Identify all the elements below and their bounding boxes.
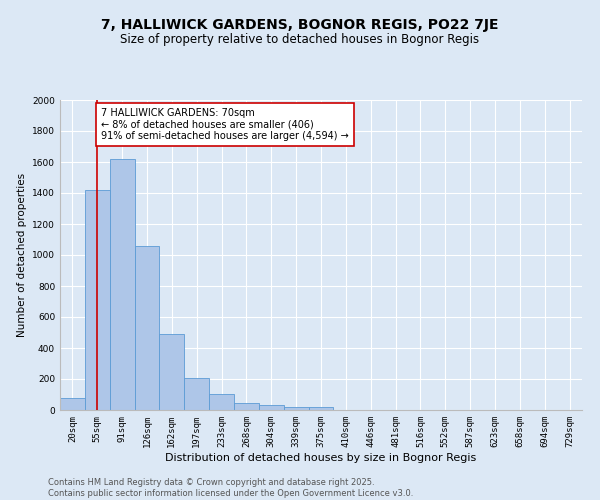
Bar: [110, 159, 134, 410]
Bar: [209, 394, 234, 410]
Bar: [259, 404, 284, 410]
X-axis label: Distribution of detached houses by size in Bognor Regis: Distribution of detached houses by size …: [166, 452, 476, 462]
Bar: [308, 407, 334, 410]
Bar: [134, 246, 160, 410]
Text: Size of property relative to detached houses in Bognor Regis: Size of property relative to detached ho…: [121, 32, 479, 46]
Bar: [160, 334, 184, 410]
Bar: [284, 406, 308, 410]
Bar: [60, 398, 85, 410]
Bar: [85, 190, 110, 410]
Text: Contains HM Land Registry data © Crown copyright and database right 2025.
Contai: Contains HM Land Registry data © Crown c…: [48, 478, 413, 498]
Bar: [184, 378, 209, 410]
Y-axis label: Number of detached properties: Number of detached properties: [17, 173, 26, 337]
Bar: [234, 403, 259, 410]
Text: 7 HALLIWICK GARDENS: 70sqm
← 8% of detached houses are smaller (406)
91% of semi: 7 HALLIWICK GARDENS: 70sqm ← 8% of detac…: [101, 108, 349, 141]
Text: 7, HALLIWICK GARDENS, BOGNOR REGIS, PO22 7JE: 7, HALLIWICK GARDENS, BOGNOR REGIS, PO22…: [101, 18, 499, 32]
